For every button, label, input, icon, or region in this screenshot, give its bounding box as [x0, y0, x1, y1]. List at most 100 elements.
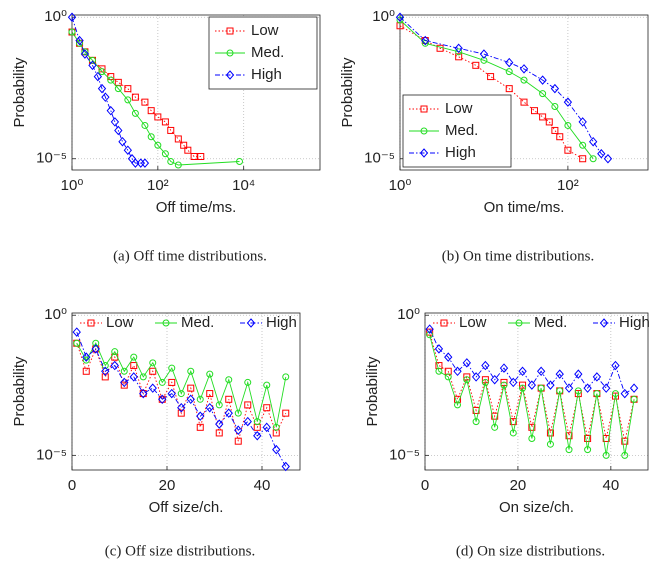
marker: [180, 141, 188, 149]
marker: [421, 35, 430, 46]
marker: [244, 401, 252, 409]
marker: [91, 344, 100, 354]
legend-label: Med.: [181, 314, 214, 331]
caption: (d) On size distributions.: [456, 543, 605, 559]
marker: [93, 71, 103, 82]
marker: [158, 378, 166, 386]
marker: [426, 331, 434, 339]
legend-label: High: [619, 314, 650, 331]
marker: [234, 409, 242, 417]
marker: [564, 121, 572, 129]
legend-label: Med.: [534, 314, 567, 331]
marker: [110, 117, 120, 127]
marker: [82, 367, 90, 375]
marker: [420, 127, 428, 135]
caption: (b) On time distributions.: [442, 248, 595, 264]
marker: [593, 390, 601, 398]
marker: [395, 12, 405, 23]
marker: [101, 92, 110, 102]
marker: [253, 418, 261, 426]
x-tick-label: 20: [510, 477, 527, 494]
marker: [563, 97, 573, 107]
marker: [244, 378, 252, 386]
marker: [602, 383, 611, 393]
marker: [551, 103, 559, 111]
x-axis-label: On size/ch.: [499, 499, 574, 516]
x-tick-label: 10²: [147, 177, 169, 194]
marker: [463, 376, 471, 384]
marker: [455, 53, 463, 61]
marker: [527, 380, 537, 390]
marker: [168, 364, 176, 372]
marker: [574, 387, 582, 395]
marker: [550, 83, 560, 94]
x-tick-label: 20: [159, 477, 176, 494]
marker: [234, 425, 243, 435]
marker: [509, 377, 518, 388]
marker: [611, 392, 619, 400]
marker: [149, 359, 157, 367]
marker: [154, 141, 162, 149]
marker: [80, 49, 90, 59]
marker: [556, 387, 564, 395]
series-line: [429, 331, 635, 442]
y-tick-label: 10⁰: [397, 306, 420, 323]
axes-box: [71, 312, 301, 471]
marker: [215, 429, 223, 437]
marker: [281, 461, 290, 472]
marker: [101, 362, 109, 370]
series-line: [429, 334, 635, 456]
series-line: [399, 25, 583, 160]
marker: [167, 157, 175, 165]
marker: [589, 136, 598, 147]
marker: [454, 43, 463, 54]
marker: [454, 401, 462, 409]
marker: [539, 113, 547, 121]
marker: [530, 107, 538, 115]
marker: [481, 360, 490, 371]
marker: [139, 388, 148, 399]
marker: [72, 327, 81, 337]
marker: [197, 152, 205, 160]
y-tick-label: 10⁻⁵: [364, 150, 395, 167]
x-axis-label: Off time/ms.: [156, 199, 237, 216]
marker: [520, 98, 528, 106]
marker: [97, 83, 107, 94]
marker: [435, 367, 443, 375]
marker: [453, 366, 462, 377]
marker: [282, 409, 290, 417]
marker: [584, 446, 592, 454]
axes-box: [71, 14, 321, 171]
marker: [505, 68, 513, 76]
legend-label: Med.: [251, 44, 284, 61]
marker: [205, 402, 214, 413]
marker: [75, 35, 84, 46]
marker: [106, 105, 115, 116]
y-axis-label: Probability: [11, 57, 28, 128]
caption: (a) Off time distributions.: [113, 248, 267, 264]
marker: [583, 383, 592, 393]
subplot: 10⁰ 10² 10⁰ 10⁻⁵ On time/ms. Probability (b) O…: [339, 8, 649, 264]
marker: [158, 394, 167, 405]
y-tick-label: 10⁰: [44, 8, 67, 25]
series-line: [429, 328, 635, 395]
legend-label: High: [266, 314, 297, 331]
marker: [110, 360, 119, 371]
series-line: [76, 331, 287, 467]
marker: [186, 394, 195, 405]
legend-label: Low: [459, 314, 487, 331]
marker: [67, 12, 77, 23]
subplot: 0 20 40 10⁰ 10⁻⁵ On size/ch. Probability (d) On…: [364, 306, 650, 559]
marker: [87, 319, 95, 327]
marker: [592, 372, 602, 382]
marker: [196, 423, 204, 431]
marker: [471, 372, 481, 382]
marker: [528, 423, 536, 431]
marker: [487, 73, 495, 81]
marker: [177, 390, 185, 398]
marker: [564, 383, 574, 393]
x-tick-label: 10⁰: [389, 177, 412, 194]
marker: [147, 133, 155, 141]
x-tick-label: 0: [68, 477, 76, 494]
y-tick-label: 10⁻⁵: [389, 446, 420, 463]
